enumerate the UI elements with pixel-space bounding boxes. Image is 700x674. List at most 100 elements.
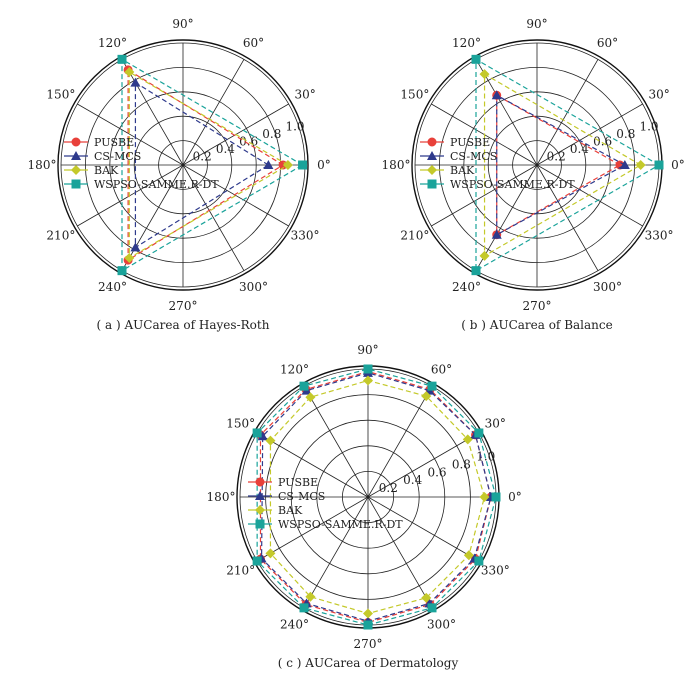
- polar-chart-2: 0° 30° 60° 90° 120° 150° 180° 210° 240° 270° 300° 3…: [382, 17, 685, 332]
- series-line-cs-mcs: [496, 94, 627, 236]
- data-point: [363, 375, 373, 386]
- data-point: [298, 160, 308, 170]
- series-line-pusbe: [259, 370, 492, 624]
- legend-marker: [71, 165, 81, 175]
- data-point: [282, 160, 293, 170]
- radial-tick-label: 1.0: [639, 119, 658, 133]
- series-line-pusbe: [127, 68, 285, 262]
- data-point: [474, 428, 484, 438]
- angle-label: 240°: [98, 280, 127, 294]
- angle-label: 30°: [648, 88, 669, 102]
- radial-tick-label: 0.8: [262, 127, 281, 141]
- data-point: [635, 160, 646, 170]
- legend-marker: [71, 137, 81, 147]
- legend-marker: [255, 491, 265, 500]
- data-point: [363, 620, 373, 630]
- grid-spoke: [367, 432, 480, 498]
- polar-chart-3: 0° 30° 60° 90° 120° 150° 180° 210° 240° 270° 300° 3…: [207, 343, 522, 670]
- chart-caption: ( b ) AUCarea of Balance: [461, 318, 612, 332]
- angle-label: 330°: [481, 564, 510, 578]
- radial-tick-label: 0.6: [427, 465, 446, 479]
- grid-spoke: [182, 59, 245, 166]
- grid-spoke: [431, 164, 538, 227]
- radial-tick-label: 0.8: [616, 127, 635, 141]
- grid-spoke: [303, 496, 369, 609]
- series-line-bak: [128, 70, 290, 260]
- angle-label: 30°: [485, 417, 506, 431]
- series-line-bak: [483, 73, 642, 257]
- grid-spoke: [256, 432, 369, 498]
- legend-label: WSPSO-SAMME.R-DT: [278, 518, 403, 531]
- angle-label: 240°: [280, 617, 309, 631]
- data-point: [421, 592, 432, 603]
- legend-marker: [427, 151, 437, 160]
- radial-tick-label: 0.2: [193, 149, 212, 163]
- radial-tick-label: 0.4: [216, 142, 235, 156]
- angle-label: 180°: [382, 158, 411, 172]
- angle-label: 60°: [597, 36, 618, 50]
- angle-label: 120°: [98, 36, 127, 50]
- data-point: [654, 160, 664, 170]
- legend-label: WSPSO-SAMME.R-DT: [94, 178, 219, 191]
- data-point: [363, 608, 373, 619]
- radial-tick-label: 0.4: [403, 473, 422, 487]
- radial-tick-label: 0.2: [547, 149, 566, 163]
- data-point: [299, 603, 309, 613]
- grid-spoke: [182, 164, 245, 271]
- angle-label: 330°: [291, 229, 320, 243]
- angle-label: 150°: [400, 88, 429, 102]
- legend-marker: [71, 151, 81, 160]
- radial-tick-label: 0.8: [452, 457, 471, 471]
- grid-spoke: [182, 164, 289, 227]
- angle-label: 120°: [452, 36, 481, 50]
- angle-label: 150°: [46, 88, 75, 102]
- data-point: [479, 250, 490, 261]
- angle-label: 0°: [508, 490, 522, 504]
- series-line-pusbe: [496, 94, 622, 236]
- angle-label: 270°: [169, 299, 198, 313]
- legend-marker: [427, 165, 437, 175]
- grid-spoke: [536, 164, 643, 227]
- data-point: [619, 160, 630, 169]
- legend-marker: [255, 519, 265, 529]
- angle-label: 300°: [239, 280, 268, 294]
- radial-tick-label: 0.6: [593, 134, 612, 148]
- data-point: [305, 591, 316, 602]
- angle-label: 300°: [593, 280, 622, 294]
- legend-label: BAK: [450, 164, 475, 177]
- grid-spoke: [121, 59, 184, 166]
- legend-label: WSPSO-SAMME.R-DT: [450, 178, 575, 191]
- angle-label: 210°: [226, 564, 255, 578]
- data-point: [263, 160, 274, 169]
- data-point: [427, 603, 437, 613]
- legend-marker: [255, 477, 265, 487]
- data-point: [491, 90, 502, 100]
- data-point: [117, 54, 127, 64]
- angle-label: 0°: [317, 158, 331, 172]
- angle-label: 300°: [427, 617, 456, 631]
- angle-label: 210°: [400, 229, 429, 243]
- legend-label: BAK: [94, 164, 119, 177]
- data-point: [491, 229, 502, 239]
- data-point: [299, 381, 309, 391]
- data-point: [471, 54, 481, 64]
- data-point: [124, 67, 135, 78]
- angle-label: 180°: [207, 490, 236, 504]
- data-point: [117, 266, 127, 276]
- data-point: [130, 77, 141, 87]
- radial-tick-label: 0.2: [379, 481, 398, 495]
- angle-label: 240°: [452, 280, 481, 294]
- angle-label: 90°: [526, 17, 547, 31]
- legend-marker: [71, 179, 81, 189]
- data-point: [427, 381, 437, 391]
- angle-label: 120°: [280, 363, 309, 377]
- series-line-wspso-samme-r-dt: [121, 58, 304, 272]
- legend-label: PUSBE: [94, 136, 134, 149]
- data-point: [479, 492, 490, 502]
- grid-spoke: [77, 164, 184, 227]
- series-line-bak: [269, 379, 486, 615]
- data-point: [491, 492, 501, 502]
